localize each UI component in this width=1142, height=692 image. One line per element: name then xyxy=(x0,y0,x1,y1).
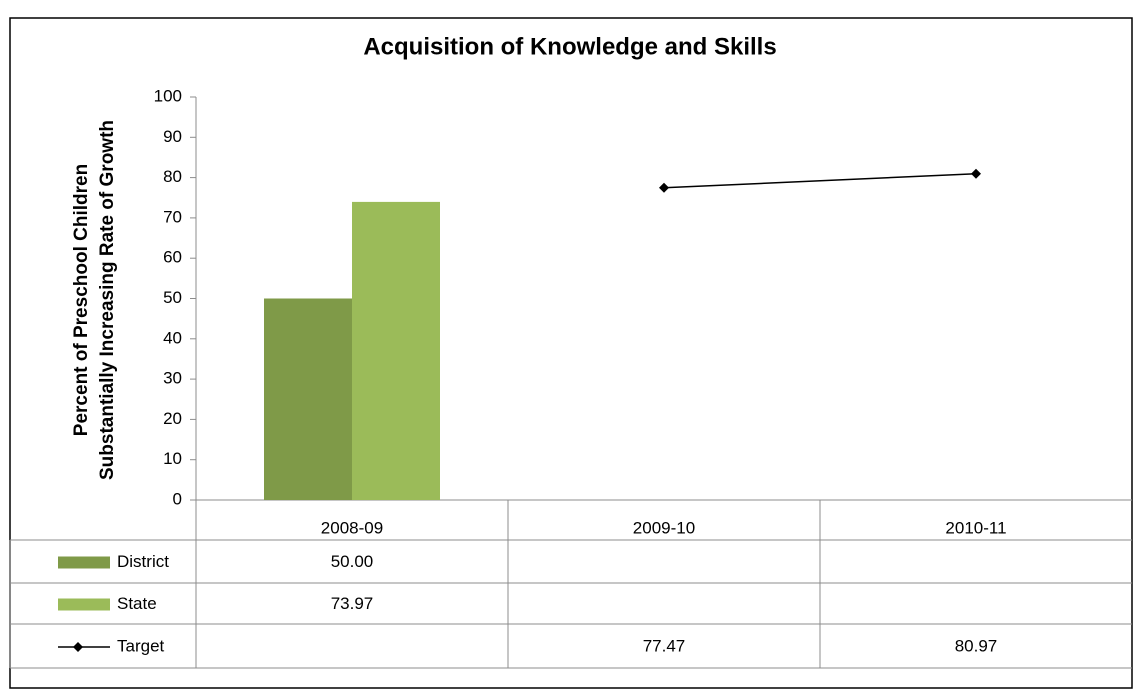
line xyxy=(663,172,977,189)
y-tick-label: 70 xyxy=(163,207,182,226)
marker xyxy=(971,168,981,179)
y-tick-label: 90 xyxy=(163,127,182,146)
legend-key xyxy=(73,642,83,652)
y-tick-label: 20 xyxy=(163,409,182,428)
y-tick-label: 80 xyxy=(163,167,182,186)
y-tick-label: 60 xyxy=(163,248,182,267)
legend-key xyxy=(58,556,110,569)
y-tick-label: 40 xyxy=(163,328,182,347)
chart-frame xyxy=(9,17,1133,689)
y-axis-title: Substantially Increasing Rate of Growth xyxy=(97,120,118,480)
marker xyxy=(659,182,669,193)
legend-key xyxy=(58,598,110,611)
data-label: 77.47 xyxy=(643,636,686,655)
legend-label: State xyxy=(117,594,157,613)
y-axis-title: Percent of Preschool Children xyxy=(71,164,92,436)
x-tick-label: 2010-11 xyxy=(945,518,1006,537)
data-label: 73.97 xyxy=(331,594,374,613)
x-tick-label: 2009-10 xyxy=(633,518,695,537)
legend-label: Target xyxy=(117,636,165,655)
bar xyxy=(264,298,352,500)
data-label: 80.97 xyxy=(955,636,998,655)
y-tick-label: 50 xyxy=(163,288,182,307)
data-label: 50.00 xyxy=(331,552,374,571)
legend-label: District xyxy=(117,552,169,571)
bar xyxy=(352,201,440,501)
chart-title: Acquisition of Knowledge and Skills xyxy=(363,33,776,60)
y-tick-label: 30 xyxy=(163,369,182,388)
y-tick-label: 10 xyxy=(163,449,182,468)
y-tick-label: 0 xyxy=(173,489,182,508)
x-tick-label: 2008-09 xyxy=(321,518,383,537)
y-tick-label: 100 xyxy=(154,86,182,105)
